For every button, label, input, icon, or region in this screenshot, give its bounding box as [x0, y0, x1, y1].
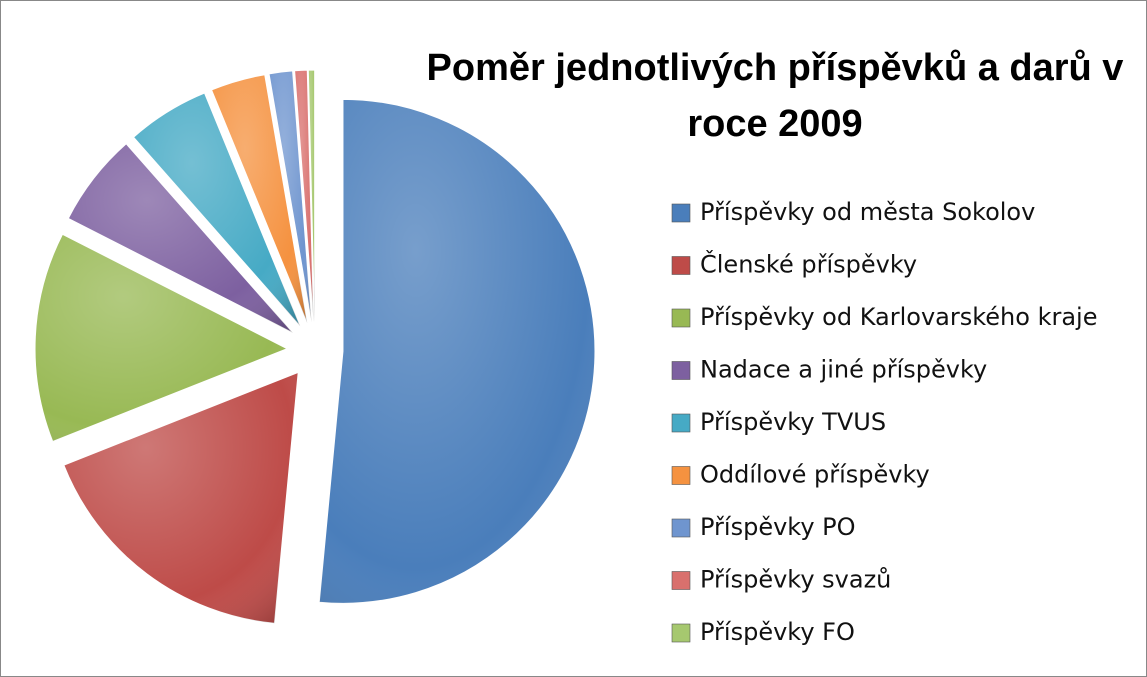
- legend-swatch: [671, 256, 691, 275]
- legend-label: Příspěvky TVUS: [700, 408, 886, 436]
- legend-label: Nadace a jiné příspěvky: [700, 356, 987, 384]
- legend-swatch: [671, 308, 691, 328]
- legend-swatch: [671, 623, 691, 643]
- legend-label: Příspěvky svazů: [700, 566, 891, 594]
- pie-slice: [318, 98, 596, 604]
- legend-label: Příspěvky od města Sokolov: [700, 198, 1035, 226]
- legend-label: Členské příspěvky: [700, 249, 917, 279]
- legend-swatch: [671, 361, 691, 380]
- legend-label: Příspěvky od Karlovarského kraje: [700, 303, 1097, 331]
- legend-label: Příspěvky FO: [700, 618, 855, 646]
- legend-label: Oddílové příspěvky: [700, 461, 930, 489]
- legend-swatch: [671, 203, 691, 223]
- legend-swatch: [671, 413, 691, 433]
- legend-swatch: [671, 571, 691, 590]
- legend-label: Příspěvky PO: [700, 513, 856, 541]
- chart-title: Poměr jednotlivých příspěvků a darů v ro…: [426, 47, 1124, 145]
- legend-swatch: [671, 518, 691, 538]
- legend-swatch: [671, 466, 691, 485]
